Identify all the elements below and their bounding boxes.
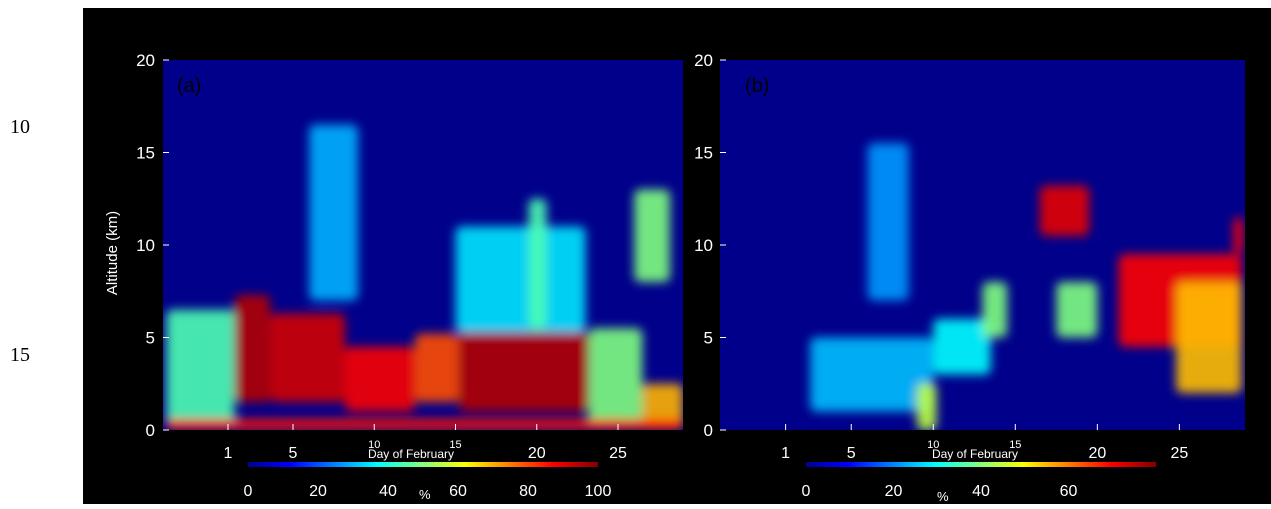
colorbar-tick-label: 0 (244, 483, 253, 500)
panel-label-a: (a) (177, 75, 201, 97)
colorbar-tick-label: 20 (885, 483, 903, 500)
y-tick-label: 10 (694, 236, 713, 255)
x-axis-title-b: Day of February (932, 447, 1018, 461)
x-tick-label: 10 (927, 439, 939, 451)
colorbar-tick-label: 20 (309, 483, 327, 500)
heatmap-cell-a (458, 331, 589, 412)
heatmap-cell-b (1039, 185, 1090, 236)
heatmap-cell-b (1233, 217, 1244, 255)
heatmap-cell-b (933, 319, 991, 375)
y-tick-label: 5 (146, 329, 155, 348)
line-number: 10 (10, 116, 30, 138)
y-axis-title: Altitude (km) (104, 211, 121, 295)
x-axis-a: 1 5 10 15 20 25 (224, 424, 627, 462)
panel-label-b: (b) (745, 75, 769, 97)
colorbar-unit-b: % (937, 489, 949, 504)
heatmap-cell-a (166, 309, 235, 425)
colorbar-a (248, 462, 598, 467)
heatmap-layer-b (810, 143, 1244, 430)
heatmap-cell-a (345, 346, 415, 412)
y-tick-label: 0 (146, 421, 155, 440)
heatmap-cell-b (1176, 282, 1242, 393)
line-number: 15 (10, 344, 30, 366)
heatmap-cell-b (916, 383, 937, 430)
colorbar-tick-label: 60 (1060, 483, 1078, 500)
x-axis-b: 1 5 10 15 20 25 (781, 424, 1188, 462)
heatmap-cell-a (234, 294, 271, 403)
x-tick-label: 20 (1088, 445, 1106, 462)
colorbar-tick-label: 80 (519, 483, 537, 500)
colorbar-tick-label: 0 (802, 483, 811, 500)
heatmap-layer-a (166, 124, 683, 430)
x-tick-label: 1 (781, 445, 790, 462)
y-tick-label: 15 (136, 144, 155, 163)
x-axis-title-a: Day of February (368, 447, 454, 461)
heatmap-cell-b (810, 337, 934, 412)
y-tick-label: 0 (704, 421, 713, 440)
x-tick-label: 25 (1170, 445, 1188, 462)
x-tick-label: 1 (224, 445, 233, 462)
colorbar-tick-label: 40 (379, 483, 397, 500)
x-tick-label: 15 (1009, 439, 1021, 451)
colorbar-ticks-a: 0 20 40 60 80 100 (244, 483, 612, 500)
y-tick-label: 20 (136, 51, 155, 70)
x-tick-label: 5 (847, 445, 856, 462)
colorbar-unit-a: % (419, 487, 431, 502)
heatmap-cell-b (982, 282, 1008, 338)
y-axis-b: 0 5 10 15 20 (694, 51, 726, 440)
heatmap-cell-a (166, 418, 683, 430)
heatmap-cell-b (1056, 282, 1098, 338)
heatmap-cell-a (455, 226, 586, 332)
figure-panel: (a) 0 5 10 15 20 1 5 10 15 20 25 Altitude (km) Da… (83, 8, 1271, 504)
x-tick-label: 15 (449, 439, 461, 451)
y-tick-label: 15 (694, 144, 713, 163)
colorbar-tick-label: 40 (972, 483, 990, 500)
x-tick-label: 10 (368, 439, 380, 451)
y-tick-label: 10 (136, 236, 155, 255)
colorbar-ticks-b: 0 20 40 60 (802, 483, 1078, 500)
x-tick-label: 20 (528, 445, 546, 462)
heatmap-cell-a (309, 124, 358, 301)
y-tick-label: 5 (704, 329, 713, 348)
x-tick-label: 5 (289, 445, 298, 462)
heatmap-cell-a (270, 313, 345, 403)
colorbar-b (806, 462, 1156, 467)
heatmap-cell-a (634, 189, 670, 282)
y-axis-a: 0 5 10 15 20 (136, 51, 169, 440)
heatmap-cell-a (588, 328, 643, 427)
heatmap-cell-b (867, 143, 909, 301)
heatmap-cell-a (414, 333, 459, 403)
colorbar-tick-label: 60 (449, 483, 467, 500)
heatmap-cell-a (642, 383, 683, 430)
y-tick-label: 20 (694, 51, 713, 70)
colorbar-tick-label: 100 (585, 483, 612, 500)
x-tick-label: 25 (609, 445, 627, 462)
heatmap-cell-a (528, 198, 547, 329)
